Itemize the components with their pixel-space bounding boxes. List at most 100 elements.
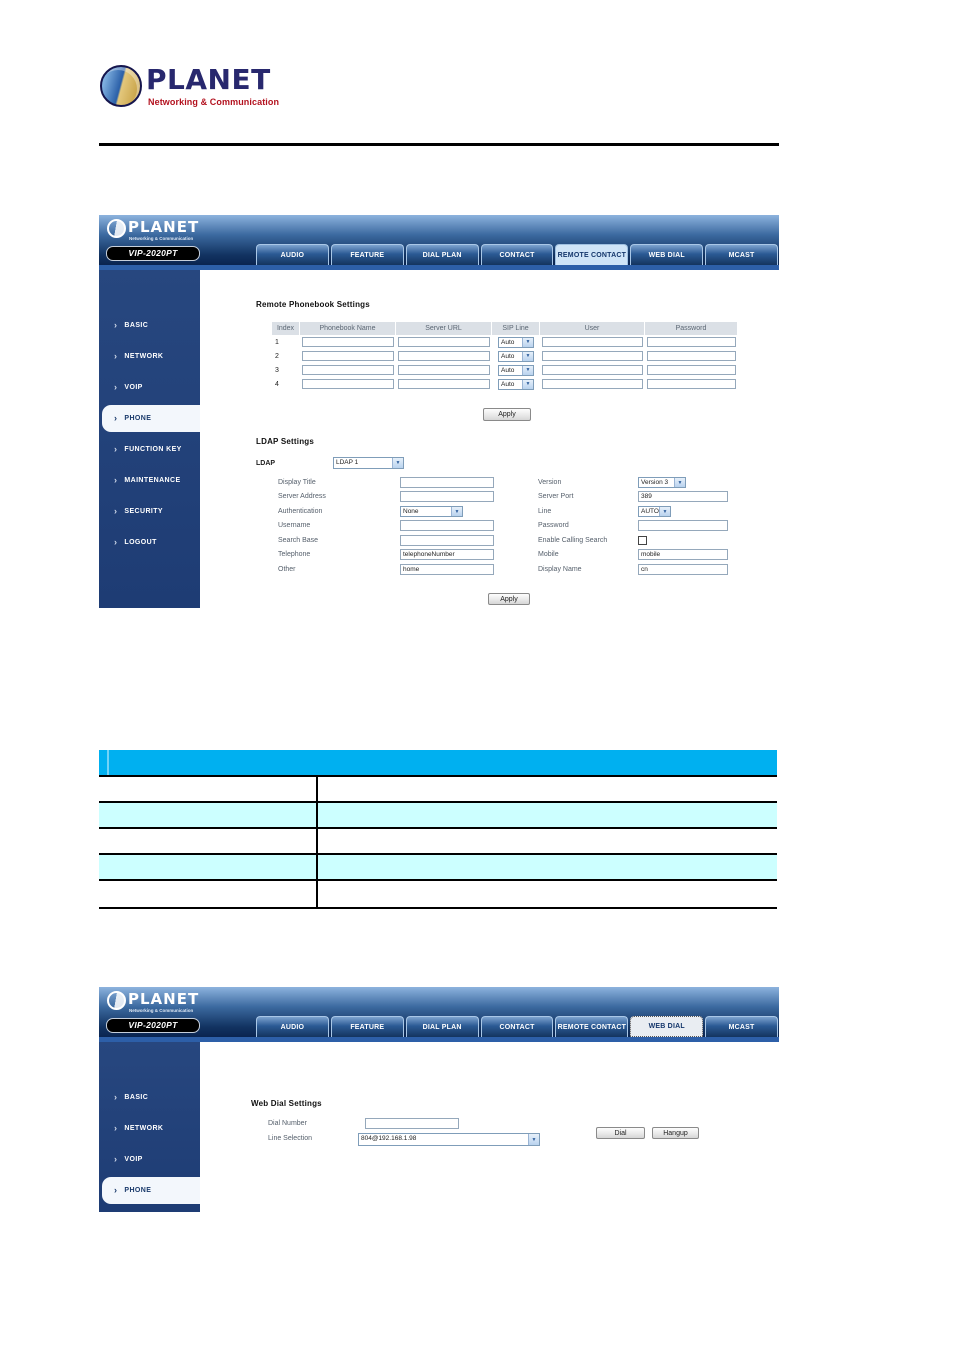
sidebar-item-network[interactable]: › NETWORK	[114, 351, 164, 361]
table-row	[99, 881, 777, 909]
tab-mcast[interactable]: MCAST	[705, 1016, 779, 1037]
server-url-input-2[interactable]	[398, 351, 490, 361]
sidebar-item-voip[interactable]: › VOIP	[114, 382, 143, 392]
header-strip	[99, 265, 779, 270]
server-address-input[interactable]	[400, 491, 494, 502]
sidebar-item-phone[interactable]: › PHONE	[102, 405, 200, 432]
other-input[interactable]	[400, 564, 494, 575]
server-url-input-4[interactable]	[398, 379, 490, 389]
sip-line-select-4[interactable]: Auto ▼	[498, 378, 534, 390]
phonebook-row: 1 Auto ▼	[272, 335, 738, 349]
other-label: Other	[278, 566, 296, 573]
info-table	[99, 750, 777, 909]
tab-feature[interactable]: FEATURE	[330, 244, 404, 265]
dial-button[interactable]: Dial	[596, 1127, 645, 1139]
user-input-1[interactable]	[542, 337, 643, 347]
sip-line-select-1[interactable]: Auto ▼	[498, 336, 534, 348]
apply-button[interactable]: Apply	[488, 593, 530, 605]
apply-button[interactable]: Apply	[483, 408, 531, 421]
server-url-input-1[interactable]	[398, 337, 490, 347]
table-cell	[99, 777, 318, 801]
password-input-1[interactable]	[647, 337, 736, 347]
sip-line-select-3[interactable]: Auto ▼	[498, 364, 534, 376]
tab-mcast[interactable]: MCAST	[705, 244, 779, 265]
search-base-input[interactable]	[400, 535, 494, 546]
tab-web-dial[interactable]: WEB DIAL	[630, 1016, 704, 1037]
password-input-2[interactable]	[647, 351, 736, 361]
chevron-down-icon: ▼	[522, 351, 533, 361]
sidebar: › BASIC › NETWORK › VOIP › PHONE › FUNCTION K…	[99, 270, 200, 608]
tab-audio[interactable]: AUDIO	[256, 1016, 329, 1037]
tab-remote-contact[interactable]: REMOTE CONTACT	[555, 1016, 629, 1037]
sidebar-item-maintenance[interactable]: › MAINTENANCE	[114, 475, 181, 485]
tab-audio[interactable]: AUDIO	[256, 244, 329, 265]
ldap-select[interactable]: LDAP 1 ▼	[333, 457, 404, 469]
phonebook-name-input-3[interactable]	[302, 365, 394, 375]
chevron-right-icon: ›	[114, 382, 118, 392]
chevron-down-icon: ▼	[674, 478, 685, 487]
sidebar-item-phone[interactable]: › PHONE	[102, 1177, 200, 1204]
server-port-input[interactable]	[638, 491, 728, 502]
user-input-2[interactable]	[542, 351, 643, 361]
phonebook-row: 4 Auto ▼	[272, 377, 738, 391]
chevron-down-icon: ▼	[659, 507, 670, 516]
tab-feature[interactable]: FEATURE	[330, 1016, 404, 1037]
password-input-4[interactable]	[647, 379, 736, 389]
sidebar-item-function-key[interactable]: › FUNCTION KEY	[114, 444, 182, 454]
line-select[interactable]: AUTO ▼	[638, 506, 671, 517]
tab-dial-plan[interactable]: DIAL PLAN	[405, 1016, 479, 1037]
display-title-input[interactable]	[400, 477, 494, 488]
hangup-button[interactable]: Hangup	[652, 1127, 699, 1139]
chevron-down-icon: ▼	[522, 365, 533, 375]
phonebook-name-input-4[interactable]	[302, 379, 394, 389]
phonebook-name-input-2[interactable]	[302, 351, 394, 361]
dial-number-input[interactable]	[365, 1118, 459, 1129]
tab-contact[interactable]: CONTACT	[480, 1016, 554, 1037]
sidebar-item-network[interactable]: › NETWORK	[114, 1123, 164, 1133]
ldap-password-input[interactable]	[638, 520, 728, 531]
authentication-select[interactable]: None ▼	[400, 506, 463, 517]
sidebar-item-logout[interactable]: › LOGOUT	[114, 537, 157, 547]
table-cell	[318, 829, 777, 853]
line-selection-select[interactable]: 804@192.168.1.98 ▼	[358, 1133, 540, 1146]
sidebar-item-basic[interactable]: › BASIC	[114, 320, 149, 330]
version-select[interactable]: Version 3 ▼	[638, 477, 686, 488]
tab-contact[interactable]: CONTACT	[480, 244, 554, 265]
user-input-4[interactable]	[542, 379, 643, 389]
info-table-header	[99, 750, 777, 777]
enable-calling-search-label: Enable Calling Search	[538, 537, 608, 544]
tab-dial-plan[interactable]: DIAL PLAN	[405, 244, 479, 265]
search-base-label: Search Base	[278, 537, 319, 544]
tab-web-dial[interactable]: WEB DIAL	[630, 244, 704, 265]
app-brand-tagline: Networking & Communication	[129, 236, 194, 241]
server-url-input-3[interactable]	[398, 365, 490, 375]
chevron-right-icon: ›	[114, 351, 118, 361]
mobile-input[interactable]	[638, 549, 728, 560]
app-brand: PLANET	[128, 990, 200, 1008]
table-cell	[99, 855, 318, 879]
authentication-label: Authentication	[278, 508, 323, 515]
password-input-3[interactable]	[647, 365, 736, 375]
tab-remote-contact[interactable]: REMOTE CONTACT	[555, 244, 629, 265]
phonebook-name-input-1[interactable]	[302, 337, 394, 347]
header-strip	[99, 1037, 779, 1042]
server-port-label: Server Port	[538, 493, 574, 500]
telephone-input[interactable]	[400, 549, 494, 560]
sip-line-select-2[interactable]: Auto ▼	[498, 350, 534, 362]
chevron-right-icon: ›	[114, 1185, 118, 1195]
brand-name: PLANET	[146, 63, 271, 96]
brand-tagline: Networking & Communication	[148, 97, 280, 107]
section-title-ldap: LDAP Settings	[256, 437, 315, 446]
table-cell	[318, 881, 777, 907]
display-name-input[interactable]	[638, 564, 728, 575]
sidebar-item-security[interactable]: › SECURITY	[114, 506, 163, 516]
username-input[interactable]	[400, 520, 494, 531]
chevron-right-icon: ›	[114, 444, 118, 454]
chevron-right-icon: ›	[114, 1123, 118, 1133]
sidebar-item-voip[interactable]: › VOIP	[114, 1154, 143, 1164]
chevron-down-icon: ▼	[522, 337, 533, 347]
table-row	[99, 855, 777, 881]
user-input-3[interactable]	[542, 365, 643, 375]
sidebar-item-basic[interactable]: › BASIC	[114, 1092, 149, 1102]
enable-calling-search-checkbox[interactable]	[638, 536, 647, 545]
